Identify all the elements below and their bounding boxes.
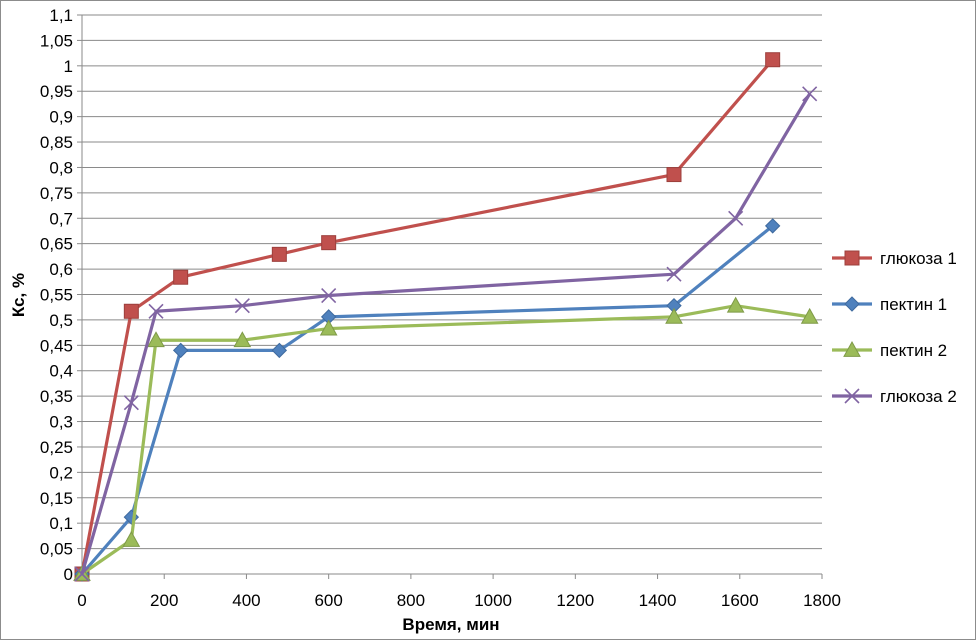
data-point (123, 303, 139, 319)
y-tick-label: 0 (64, 565, 73, 584)
x-tick-label: 1000 (474, 591, 512, 610)
y-tick-label: 0,25 (40, 438, 73, 457)
data-point (122, 530, 141, 547)
marker-stroke (123, 395, 139, 411)
marker-stroke (666, 266, 682, 282)
y-tick-label: 0,85 (40, 133, 73, 152)
series-3 (73, 296, 819, 581)
legend-item: пектин 2 (832, 340, 947, 360)
series-2 (74, 218, 781, 582)
data-point (726, 296, 745, 313)
data-point (147, 331, 165, 348)
legend-label: глюкоза 2 (880, 387, 957, 406)
x-tick-label: 600 (314, 591, 342, 610)
marker-stroke (844, 388, 860, 404)
x-tick-label: 800 (397, 591, 425, 610)
data-point (665, 307, 683, 324)
data-point (764, 218, 781, 234)
marker-stroke (728, 210, 744, 226)
data-point (319, 319, 338, 336)
data-point (765, 52, 781, 68)
data-point (728, 210, 744, 226)
data-point (666, 167, 682, 183)
legend-swatch-marker (844, 388, 860, 404)
data-point (172, 342, 189, 359)
y-tick-label: 0,7 (49, 209, 73, 228)
series-line (80, 92, 812, 575)
x-axis-title: Время, мин (402, 615, 499, 634)
y-tick-labels: 0 0,05 0,1 0,15 0,2 0,25 0,3 0,35 0,4 0,45 0,5 0,55… (40, 6, 73, 584)
data-point (173, 269, 189, 285)
data-point (234, 298, 250, 314)
legend: глюкоза 1 пектин 1 пектин 2 глюкоза 2 (832, 249, 957, 406)
data-point (271, 246, 287, 262)
y-tick-label: 1,1 (49, 6, 73, 25)
y-tick-label: 0,4 (49, 362, 73, 381)
y-tick-label: 0,5 (49, 311, 73, 330)
gridlines (82, 14, 822, 550)
data-point (321, 287, 337, 304)
y-tick-label: 0,15 (40, 489, 73, 508)
y-tick-label: 0,8 (49, 158, 73, 177)
legend-label: пектин 2 (880, 341, 947, 360)
data-point (321, 235, 337, 251)
y-tick-label: 0,75 (40, 184, 73, 203)
y-tick-label: 0,65 (40, 235, 73, 254)
data-point (800, 307, 819, 324)
y-tick-label: 0,05 (40, 540, 73, 559)
legend-swatch-marker (844, 250, 860, 266)
y-axis-title: Кс, % (9, 273, 28, 317)
data-point (233, 331, 252, 348)
x-tick-label: 1400 (639, 591, 677, 610)
legend-item: пектин 1 (832, 295, 947, 314)
series-layer (73, 52, 819, 582)
data-point (666, 266, 682, 282)
legend-label: глюкоза 1 (880, 249, 957, 268)
series-4 (74, 86, 818, 582)
data-point (271, 342, 288, 359)
y-tick-label: 0,9 (49, 108, 73, 127)
y-tick-label: 0,95 (40, 82, 73, 101)
x-tick-label: 1600 (721, 591, 759, 610)
data-point (148, 303, 164, 319)
legend-label: пектин 1 (880, 295, 947, 314)
y-tick-label: 0,35 (40, 387, 73, 406)
x-tick-label: 1800 (803, 591, 841, 610)
data-point (74, 566, 90, 582)
marker-stroke (321, 287, 337, 304)
y-tick-label: 1,05 (40, 31, 73, 50)
marker-stroke (74, 566, 90, 582)
x-tick-label: 1200 (556, 591, 594, 610)
legend-item: глюкоза 1 (832, 249, 957, 268)
y-tick-label: 0,3 (49, 413, 73, 432)
x-tick-label: 400 (232, 591, 260, 610)
marker-stroke (148, 303, 164, 319)
y-tick-label: 0,6 (49, 260, 73, 279)
marker-stroke (234, 298, 250, 314)
marker-stroke (802, 86, 818, 102)
y-tick-label: 1 (64, 57, 73, 76)
legend-swatch-marker (843, 340, 861, 357)
y-tick-label: 0,45 (40, 336, 73, 355)
x-tick-label: 200 (150, 591, 178, 610)
y-tick-label: 0,55 (40, 286, 73, 305)
y-tick-label: 0,1 (49, 514, 73, 533)
data-point (123, 395, 139, 411)
y-tick-label: 0,2 (49, 463, 73, 482)
axes (77, 14, 823, 579)
series-line (81, 304, 810, 576)
x-tick-label: 0 (77, 591, 86, 610)
legend-item: глюкоза 2 (832, 387, 957, 406)
x-tick-labels: 0 200 400 600 800 1000 1200 1400 1600 1800 (77, 591, 841, 610)
data-point (802, 86, 818, 102)
legend-swatch-marker (844, 296, 860, 312)
